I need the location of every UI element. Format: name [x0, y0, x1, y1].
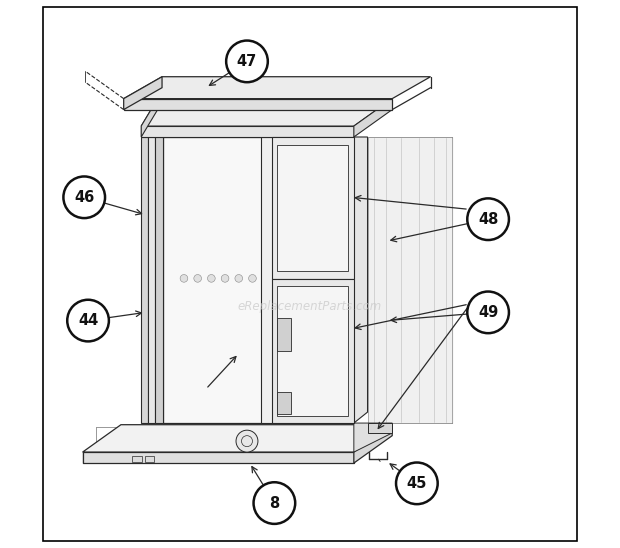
- Bar: [132, 456, 142, 462]
- Polygon shape: [368, 137, 453, 423]
- Polygon shape: [141, 99, 392, 126]
- Polygon shape: [354, 137, 368, 423]
- Circle shape: [467, 198, 509, 240]
- Bar: [144, 456, 154, 462]
- Circle shape: [254, 482, 295, 524]
- Polygon shape: [277, 286, 348, 416]
- Circle shape: [63, 176, 105, 218]
- Circle shape: [221, 275, 229, 282]
- Circle shape: [467, 292, 509, 333]
- Polygon shape: [82, 425, 392, 452]
- Text: 8: 8: [269, 495, 280, 511]
- Text: 48: 48: [478, 212, 498, 227]
- Circle shape: [235, 275, 242, 282]
- Polygon shape: [277, 392, 291, 414]
- Polygon shape: [272, 279, 354, 423]
- Text: 45: 45: [407, 476, 427, 491]
- Circle shape: [396, 463, 438, 504]
- Polygon shape: [141, 137, 148, 423]
- Polygon shape: [141, 99, 157, 137]
- Circle shape: [67, 300, 109, 341]
- Text: 46: 46: [74, 190, 94, 205]
- Polygon shape: [272, 137, 354, 279]
- Circle shape: [194, 275, 202, 282]
- Polygon shape: [260, 137, 354, 423]
- Circle shape: [236, 430, 258, 452]
- Polygon shape: [368, 423, 392, 433]
- Text: 44: 44: [78, 313, 98, 328]
- Polygon shape: [354, 99, 392, 137]
- Polygon shape: [123, 77, 430, 99]
- Polygon shape: [141, 126, 354, 137]
- Polygon shape: [354, 425, 392, 463]
- Polygon shape: [82, 452, 354, 463]
- Polygon shape: [148, 137, 156, 423]
- Text: 49: 49: [478, 305, 498, 320]
- Polygon shape: [277, 145, 348, 271]
- Circle shape: [208, 275, 215, 282]
- Text: 47: 47: [237, 54, 257, 69]
- Circle shape: [180, 275, 188, 282]
- Polygon shape: [123, 99, 392, 110]
- Polygon shape: [277, 318, 291, 351]
- Polygon shape: [156, 137, 163, 423]
- Polygon shape: [163, 137, 354, 423]
- Circle shape: [226, 41, 268, 82]
- Circle shape: [249, 275, 256, 282]
- Text: eReplacementParts.com: eReplacementParts.com: [238, 300, 382, 313]
- Polygon shape: [354, 423, 392, 452]
- Polygon shape: [123, 77, 162, 110]
